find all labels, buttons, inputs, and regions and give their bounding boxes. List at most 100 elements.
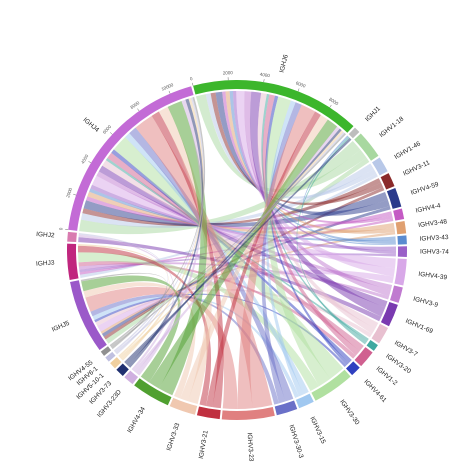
ribbon — [257, 92, 376, 334]
tick: 0 — [189, 76, 193, 82]
segment-label: IGHV3-30 — [338, 399, 360, 427]
segment-arc — [311, 369, 351, 401]
segment-arc — [395, 220, 407, 235]
segment-arc — [394, 258, 407, 286]
segment-arc — [124, 370, 139, 385]
tick: 8000 — [328, 97, 340, 107]
ribbon — [98, 165, 388, 308]
segment-label: IGHV3-7 — [393, 340, 419, 359]
segment-arc — [380, 301, 398, 327]
ribbon — [85, 286, 238, 409]
ribbon — [265, 100, 304, 397]
segment-arc — [116, 363, 129, 376]
segment-label: IGHJ6 — [279, 54, 290, 74]
segment-label: IGHV1-2 — [375, 365, 399, 387]
ribbon — [125, 128, 342, 366]
segment-arc — [196, 406, 221, 420]
segment-label: IGHV4-61 — [362, 378, 387, 404]
ribbon — [102, 160, 379, 329]
segment-label: IGHV1-69 — [404, 318, 434, 336]
segment-arc — [134, 378, 172, 406]
ribbon — [83, 282, 196, 399]
ribbon — [210, 92, 384, 206]
ribbon — [133, 126, 340, 373]
tick: 6000 — [102, 124, 113, 135]
segment-label: IGHV4-59 — [410, 181, 440, 197]
ribbon — [79, 218, 394, 275]
segment-label: IGHV3-74 — [420, 248, 449, 255]
segment-arc — [354, 133, 379, 161]
ribbons — [77, 91, 396, 409]
ribbon — [96, 171, 393, 290]
segment-label: IGHV3-30-3 — [287, 424, 304, 460]
segment-label: IGHV3-11 — [402, 159, 431, 177]
ribbon — [81, 275, 181, 383]
tick: 2000 — [223, 70, 234, 76]
ribbon — [264, 96, 331, 387]
segment-arc — [348, 127, 360, 139]
segment-label: IGHJ2 — [36, 231, 55, 239]
tick-mark — [137, 108, 140, 112]
segment-label: IGHJ1 — [364, 105, 382, 123]
ribbon — [78, 244, 170, 358]
segment-arc — [354, 347, 373, 367]
ribbon — [87, 191, 395, 235]
segment-arc — [386, 187, 402, 209]
tick-mark — [297, 88, 300, 92]
ribbon — [92, 175, 396, 269]
segment-arc — [390, 285, 403, 303]
segment-arc — [66, 243, 79, 280]
segment-arc — [67, 231, 77, 243]
segment-label: IGHV3-21 — [198, 429, 210, 459]
segment-arc — [371, 323, 389, 344]
segment-label: IGHJ3 — [36, 259, 55, 267]
segment-label: IGHV4-39 — [418, 271, 448, 282]
segment-arc — [346, 361, 360, 376]
segment-label: IGHV4-34 — [126, 405, 147, 434]
segment-label: IGHV3-9 — [412, 296, 439, 310]
tick: 4000 — [260, 72, 271, 79]
segment-label: IGHV3-43 — [419, 234, 449, 243]
tick-mark — [73, 193, 77, 196]
segment-arc — [393, 208, 405, 221]
segment-label: IGHV4-4 — [415, 202, 442, 214]
segment-label: IGHJ4 — [82, 116, 101, 134]
segment-arc — [105, 351, 116, 362]
segment-label: IGHV1-46 — [393, 140, 422, 161]
ribbon — [158, 106, 212, 405]
ribbon — [265, 95, 349, 366]
segment-label: IGHV3-15 — [308, 416, 326, 446]
tick-mark — [109, 132, 113, 135]
segment-label: IGHV3-48 — [418, 218, 448, 229]
ribbon — [90, 294, 280, 405]
tick: 0 — [58, 227, 63, 231]
ribbon — [135, 115, 273, 409]
segment-label: IGHV3-33 — [166, 422, 182, 452]
segment-arc — [70, 280, 107, 351]
tick-mark — [88, 161, 92, 164]
tick-mark — [192, 82, 194, 86]
ribbon — [180, 114, 328, 402]
segment-arc — [372, 157, 388, 176]
tick: 6000 — [295, 80, 307, 88]
segment-label: IGHV1-18 — [378, 115, 405, 139]
segment-arc — [397, 235, 407, 245]
segment-arc — [221, 406, 275, 420]
ribbon — [124, 137, 352, 364]
ribbon — [78, 232, 169, 352]
ribbon — [296, 136, 366, 345]
ribbon — [121, 97, 205, 361]
tick: 2000 — [65, 187, 73, 199]
segment-arc — [380, 173, 395, 190]
ribbon — [249, 91, 386, 317]
tick: 10000 — [161, 82, 175, 92]
ribbon — [237, 104, 316, 409]
segment-arc — [193, 80, 354, 133]
segment-arc — [274, 400, 298, 416]
segment-arc — [295, 393, 314, 409]
segment-arc — [397, 246, 407, 257]
segment-arc — [110, 357, 122, 369]
segment-arc — [100, 346, 112, 356]
segment-arc — [169, 397, 198, 415]
